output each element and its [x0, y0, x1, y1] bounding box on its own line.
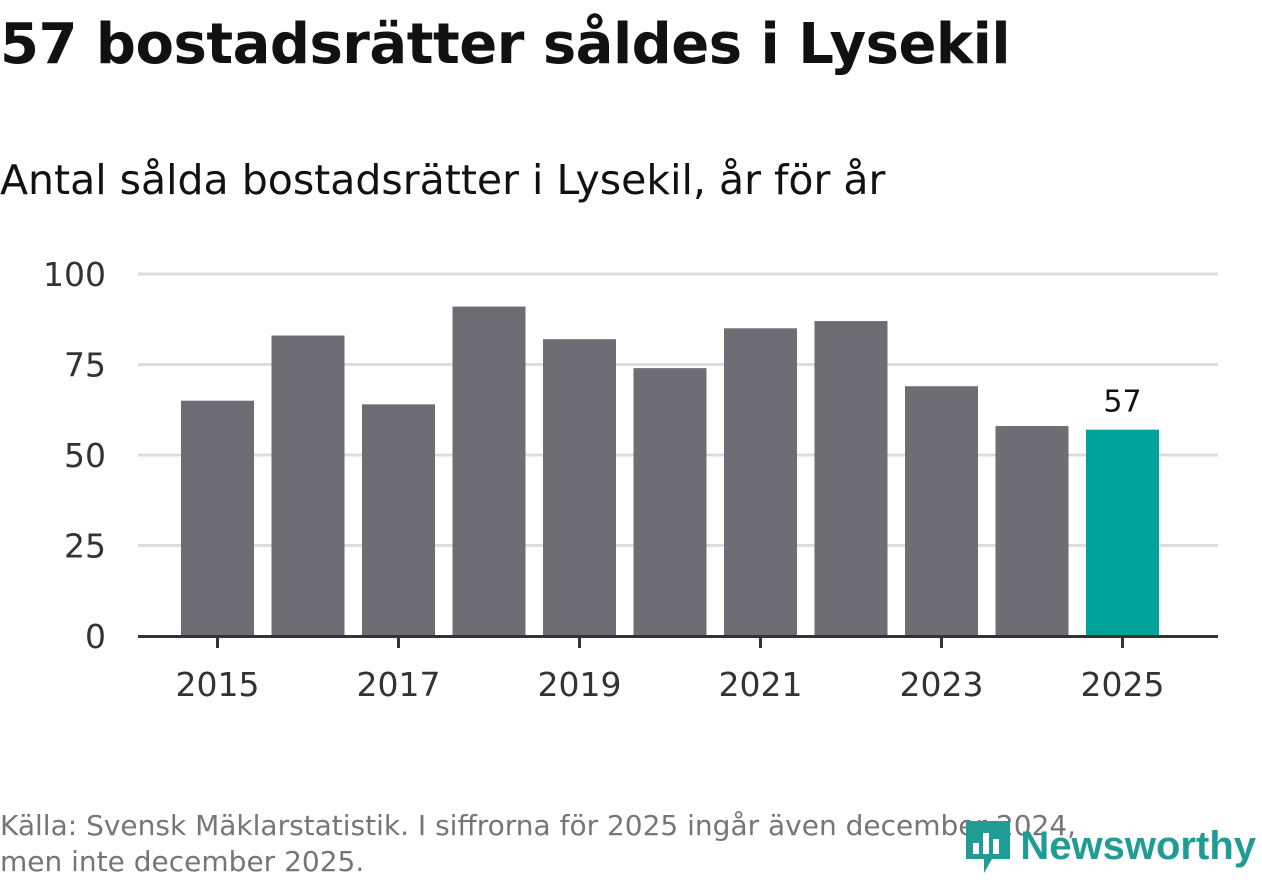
source-note-line-1: Källa: Svensk Mäklarstatistik. I siffror… — [0, 809, 1077, 842]
bar-2025 — [1086, 429, 1159, 636]
bar-2016 — [271, 335, 345, 636]
newsworthy-logo: Newsworthy — [962, 815, 1256, 877]
x-tick-label: 2019 — [538, 665, 622, 704]
logo-wordmark: Newsworthy — [1020, 823, 1256, 868]
y-tick-label: 100 — [43, 255, 106, 294]
bar-chart: 0 25 50 75 100 57 2015 2017 2019 2021 2023 2025 — [43, 255, 1218, 704]
labels: 0 25 50 75 100 57 2015 2017 2019 2021 2023 2025 — [43, 255, 1164, 704]
y-tick-label: 50 — [64, 436, 106, 475]
source-note: Källa: Svensk Mäklarstatistik. I siffror… — [0, 808, 1200, 880]
x-tick-label: 2025 — [1081, 665, 1165, 704]
bar-2020 — [633, 368, 707, 636]
bar-2015 — [181, 400, 254, 636]
x-tick-label: 2017 — [357, 665, 441, 704]
bar-2021 — [724, 328, 797, 636]
bar-2017 — [362, 404, 435, 636]
x-axis — [138, 635, 1218, 648]
x-tick-label: 2023 — [900, 665, 984, 704]
bar-2018 — [452, 306, 526, 636]
chart-subtitle: Antal sålda bostadsrätter i Lysekil, år … — [0, 156, 886, 204]
bar-2022 — [814, 321, 888, 636]
x-tick-label: 2015 — [176, 665, 260, 704]
data-label: 57 — [1103, 385, 1141, 420]
y-tick-label: 0 — [85, 617, 106, 656]
bar-chart-badge-icon — [966, 821, 1011, 873]
bar-2019 — [543, 339, 616, 636]
y-tick-label: 75 — [64, 346, 106, 385]
x-tick-label: 2021 — [719, 665, 803, 704]
source-note-line-2: men inte december 2025. — [0, 845, 365, 878]
bar-2023 — [905, 386, 978, 636]
chart-title: 57 bostadsrätter såldes i Lysekil — [0, 12, 1011, 77]
bar-2024 — [995, 426, 1069, 636]
y-tick-label: 25 — [64, 527, 106, 566]
bars — [181, 306, 1159, 636]
